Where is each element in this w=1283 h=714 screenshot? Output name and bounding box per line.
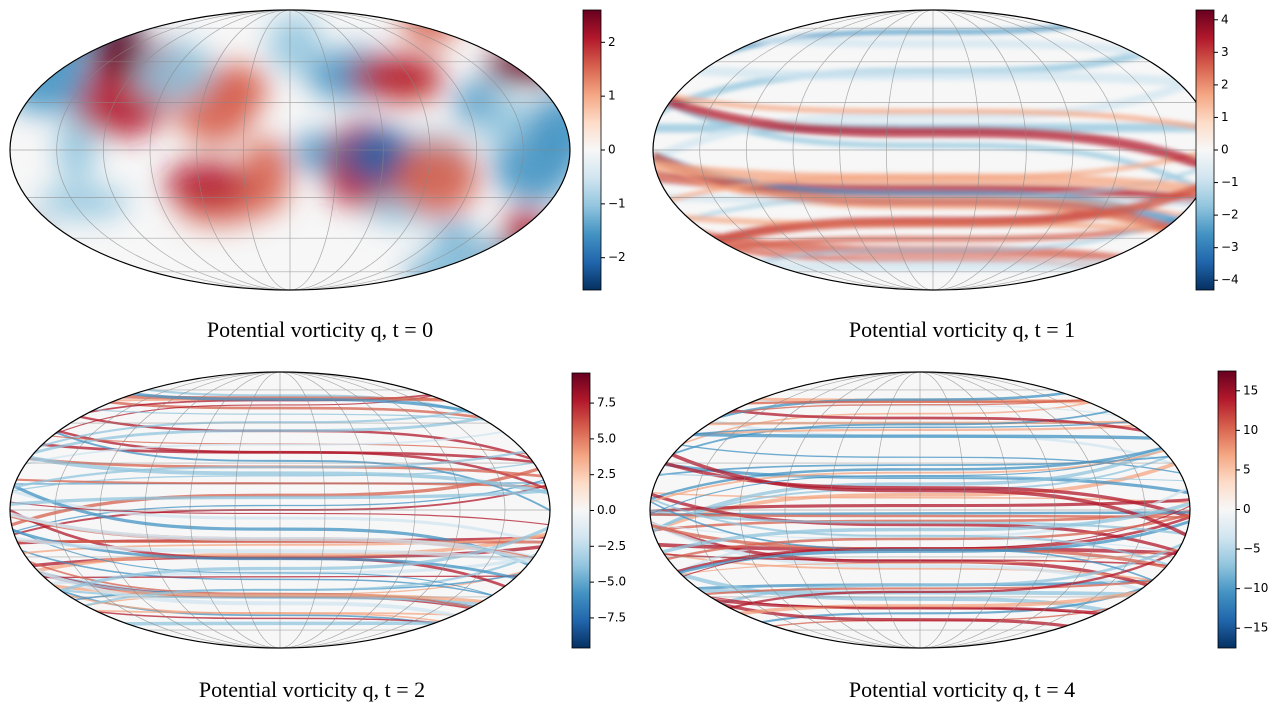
colorbar-tick-label: −5: [1243, 542, 1261, 556]
colorbar: [1217, 370, 1237, 649]
colorbar-tick-label: 1: [1221, 110, 1229, 124]
colorbar-tick-label: −7.5: [597, 610, 626, 624]
colorbar-tick-label: −2.5: [597, 539, 626, 553]
colorbar-tick-label: 4: [1221, 12, 1229, 26]
colorbar-tick-label: 2: [1221, 77, 1229, 91]
colorbar-tick-label: 1: [608, 89, 616, 103]
graticule: [10, 372, 550, 648]
colorbar-tick-label: 15: [1243, 383, 1258, 397]
colorbar-tick-label: 5: [1243, 462, 1251, 476]
colorbar-tick-label: −2: [1221, 208, 1239, 222]
colorbar-tick-label: 0: [1243, 502, 1251, 516]
colorbar: [1195, 9, 1215, 291]
panel-caption: Potential vorticity q, t = 2: [199, 677, 425, 702]
map-outline: [9, 371, 551, 649]
colorbar-tick-label: −15: [1243, 621, 1268, 635]
colorbar: [582, 9, 602, 291]
colorbar: [571, 372, 591, 649]
colorbar-tick-label: −1: [608, 196, 626, 210]
colorbar-tick-label: 7.5: [597, 396, 616, 410]
colorbar-tick-label: 0.0: [597, 503, 616, 517]
colorbar-tick-label: −4: [1221, 273, 1239, 287]
colorbar-tick-label: −10: [1243, 581, 1268, 595]
colorbar-tick-label: −5.0: [597, 575, 626, 589]
colorbar-tick-label: −2: [608, 250, 626, 264]
panel: −2 −1 0 1 2 Potential vorticity q, t = 0: [9, 9, 626, 342]
colorbar-tick-label: 2.5: [597, 467, 616, 481]
panel-caption: Potential vorticity q, t = 1: [849, 317, 1075, 342]
colorbar-tick-label: 3: [1221, 45, 1229, 59]
map-outline: [9, 9, 571, 291]
colorbar-tick-label: 5.0: [597, 431, 616, 445]
colorbar-tick-label: 2: [608, 35, 616, 49]
panel-caption: Potential vorticity q, t = 0: [207, 317, 433, 342]
colorbar-tick-label: −1: [1221, 175, 1239, 189]
panel: −15 −10 −5 0 5 10 15 Potential vorticity q, t =…: [649, 370, 1268, 702]
colorbar-tick-label: 10: [1243, 423, 1258, 437]
panel: −4 −3 −2 −1 0 1 2 3 4 Potential vorticity q, t = …: [652, 9, 1239, 342]
map-outline: [649, 371, 1191, 649]
map-field: [10, 10, 570, 290]
colorbar-tick-label: 0: [1221, 143, 1229, 157]
colorbar-tick-label: −3: [1221, 240, 1239, 254]
panel-caption: Potential vorticity q, t = 4: [849, 677, 1075, 702]
panel: −7.5 −5.0 −2.5 0.0 2.5 5.0 7.5 Potential vortic…: [9, 371, 626, 702]
colorbar-tick-label: 0: [608, 143, 616, 157]
